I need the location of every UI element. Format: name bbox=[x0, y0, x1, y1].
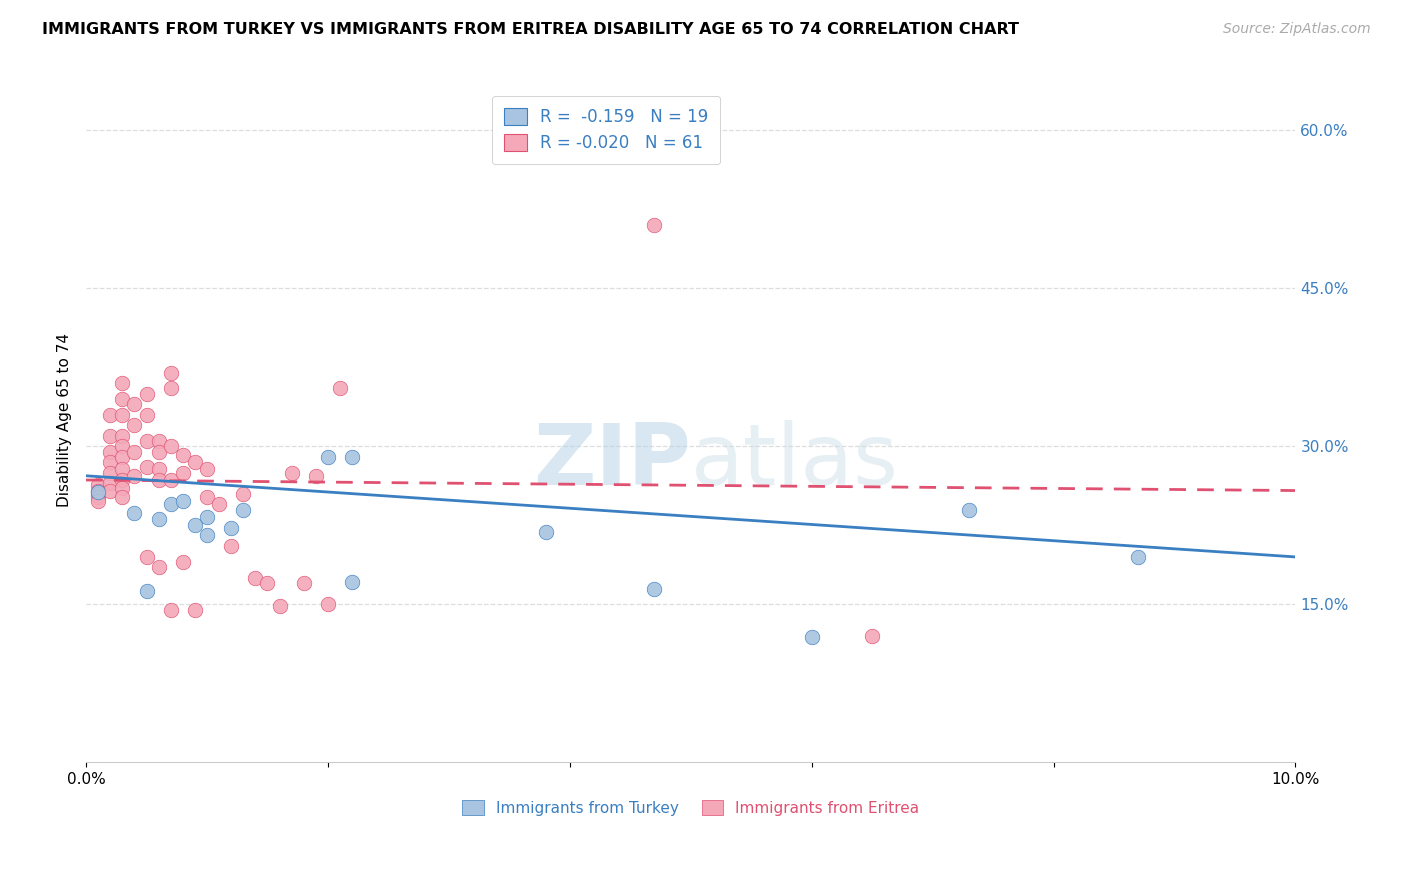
Text: IMMIGRANTS FROM TURKEY VS IMMIGRANTS FROM ERITREA DISABILITY AGE 65 TO 74 CORREL: IMMIGRANTS FROM TURKEY VS IMMIGRANTS FRO… bbox=[42, 22, 1019, 37]
Point bbox=[87, 486, 110, 500]
Point bbox=[111, 462, 134, 476]
Point bbox=[135, 549, 157, 564]
Point bbox=[111, 376, 134, 390]
Point bbox=[208, 497, 231, 511]
Point bbox=[124, 506, 146, 520]
Point bbox=[87, 478, 110, 492]
Point bbox=[87, 490, 110, 504]
Legend: Immigrants from Turkey, Immigrants from Eritrea: Immigrants from Turkey, Immigrants from … bbox=[454, 792, 927, 823]
Point bbox=[195, 490, 218, 504]
Point bbox=[135, 583, 157, 598]
Point bbox=[269, 599, 291, 614]
Point bbox=[172, 555, 194, 569]
Point bbox=[111, 473, 134, 487]
Point bbox=[87, 494, 110, 508]
Point bbox=[256, 576, 278, 591]
Text: ZIP: ZIP bbox=[533, 419, 690, 502]
Point bbox=[148, 434, 170, 448]
Point bbox=[148, 512, 170, 526]
Point bbox=[195, 462, 218, 476]
Point bbox=[87, 483, 110, 498]
Point bbox=[195, 528, 218, 542]
Point bbox=[172, 494, 194, 508]
Point bbox=[159, 439, 181, 453]
Point bbox=[1128, 549, 1150, 564]
Point bbox=[111, 439, 134, 453]
Point bbox=[860, 629, 883, 643]
Point bbox=[184, 518, 207, 533]
Point bbox=[329, 381, 352, 395]
Point bbox=[184, 455, 207, 469]
Y-axis label: Disability Age 65 to 74: Disability Age 65 to 74 bbox=[58, 333, 72, 507]
Point bbox=[159, 366, 181, 380]
Point bbox=[98, 408, 121, 422]
Point bbox=[98, 444, 121, 458]
Point bbox=[111, 490, 134, 504]
Point bbox=[159, 602, 181, 616]
Point bbox=[111, 392, 134, 406]
Point bbox=[98, 429, 121, 443]
Point bbox=[232, 486, 254, 500]
Text: atlas: atlas bbox=[690, 419, 898, 502]
Point bbox=[159, 473, 181, 487]
Point bbox=[340, 575, 363, 590]
Point bbox=[135, 408, 157, 422]
Point bbox=[195, 509, 218, 524]
Point bbox=[98, 466, 121, 480]
Point bbox=[159, 381, 181, 395]
Point bbox=[124, 468, 146, 483]
Point bbox=[124, 397, 146, 411]
Point bbox=[135, 386, 157, 401]
Point bbox=[159, 497, 181, 511]
Point bbox=[316, 598, 339, 612]
Point bbox=[111, 482, 134, 496]
Point bbox=[316, 450, 339, 464]
Point bbox=[98, 476, 121, 491]
Point bbox=[135, 434, 157, 448]
Point bbox=[172, 466, 194, 480]
Point bbox=[957, 502, 980, 516]
Point bbox=[292, 576, 315, 591]
Point bbox=[148, 560, 170, 574]
Point bbox=[98, 483, 121, 498]
Point bbox=[245, 571, 267, 585]
Point bbox=[643, 218, 665, 232]
Point bbox=[111, 408, 134, 422]
Point bbox=[534, 524, 557, 539]
Point bbox=[148, 473, 170, 487]
Point bbox=[219, 521, 242, 535]
Point bbox=[800, 630, 823, 644]
Point bbox=[124, 444, 146, 458]
Point bbox=[305, 468, 328, 483]
Point bbox=[148, 462, 170, 476]
Point bbox=[340, 450, 363, 464]
Point bbox=[172, 448, 194, 462]
Point bbox=[148, 444, 170, 458]
Point bbox=[98, 455, 121, 469]
Point bbox=[111, 450, 134, 464]
Point bbox=[219, 540, 242, 554]
Point bbox=[232, 502, 254, 516]
Point bbox=[111, 429, 134, 443]
Point bbox=[184, 602, 207, 616]
Point bbox=[135, 460, 157, 475]
Text: Source: ZipAtlas.com: Source: ZipAtlas.com bbox=[1223, 22, 1371, 37]
Point bbox=[280, 466, 302, 480]
Point bbox=[643, 582, 665, 596]
Point bbox=[124, 418, 146, 433]
Point bbox=[87, 484, 110, 499]
